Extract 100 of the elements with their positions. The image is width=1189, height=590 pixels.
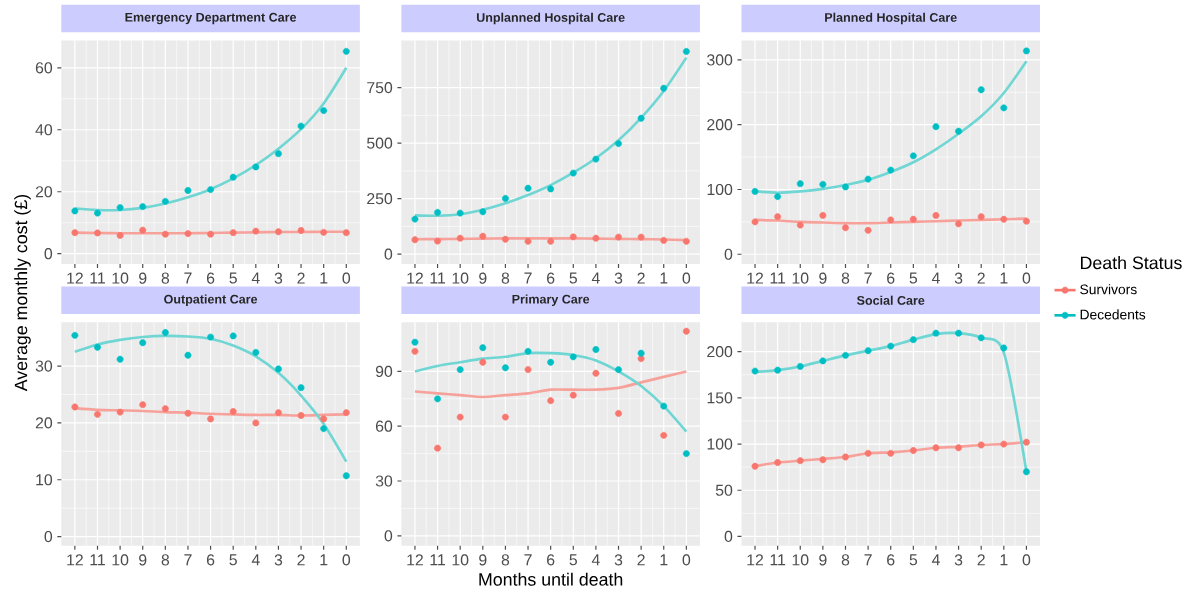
point — [342, 47, 350, 55]
point — [434, 395, 441, 403]
point — [615, 140, 622, 147]
point — [524, 237, 532, 245]
point — [161, 230, 169, 238]
point — [524, 366, 532, 373]
point — [637, 349, 645, 357]
y-tick-label: 10 — [36, 474, 53, 486]
point — [184, 187, 192, 194]
point — [207, 415, 215, 423]
point — [1022, 217, 1030, 225]
x-tick-label: 8 — [841, 272, 850, 284]
point — [977, 86, 985, 94]
x-tick-label: 11 — [770, 272, 786, 284]
point — [592, 155, 600, 163]
point — [1022, 438, 1030, 446]
point — [660, 236, 668, 244]
point — [1000, 215, 1008, 223]
x-tick-label: 4 — [251, 554, 260, 566]
y-tick-label: 100 — [707, 183, 733, 195]
x-tick-label: 11 — [430, 554, 445, 566]
point — [524, 184, 532, 192]
x-tick-label: 9 — [479, 272, 487, 284]
y-tick-label: 750 — [367, 81, 393, 94]
point — [320, 425, 328, 432]
point — [932, 329, 940, 337]
y-tick-label: 20 — [35, 417, 53, 429]
point — [1000, 104, 1008, 112]
point — [161, 329, 169, 336]
point — [637, 114, 645, 122]
point — [479, 344, 487, 352]
point — [592, 369, 600, 377]
x-tick-label: 10 — [452, 554, 469, 566]
point — [637, 233, 645, 241]
x-tick-label: 12 — [747, 272, 764, 284]
x-tick-label: 3 — [954, 554, 963, 566]
point — [909, 447, 917, 454]
point — [774, 193, 782, 200]
point — [592, 234, 600, 242]
x-tick-label: 9 — [139, 272, 147, 284]
chart-title: Primary Care — [512, 294, 590, 307]
chart-title: Outpatient Care — [164, 294, 258, 307]
y-tick-label: 300 — [707, 54, 733, 66]
point — [320, 107, 328, 114]
point — [297, 226, 305, 234]
point — [275, 228, 282, 236]
point — [887, 449, 895, 457]
point — [229, 229, 237, 237]
point — [887, 342, 895, 350]
y-tick-label: 0 — [724, 248, 733, 260]
legend-title: Death Status — [1081, 256, 1182, 270]
point — [932, 444, 940, 452]
point — [139, 339, 147, 347]
point — [751, 367, 759, 375]
point — [864, 347, 872, 355]
point — [320, 228, 328, 236]
x-tick-label: 1 — [320, 272, 328, 284]
x-tick-label: 5 — [229, 554, 237, 566]
x-tick-label: 11 — [90, 272, 105, 284]
x-tick-label: 5 — [909, 272, 918, 284]
point — [909, 152, 917, 160]
point — [955, 127, 963, 135]
x-tick-label: 0 — [682, 272, 691, 284]
point — [592, 346, 600, 353]
point — [842, 351, 849, 359]
x-tick-label: 2 — [297, 272, 305, 284]
x-tick-label: 8 — [841, 554, 850, 566]
point — [411, 338, 419, 346]
point — [501, 413, 509, 421]
x-tick-label: 4 — [591, 554, 600, 566]
point — [569, 169, 577, 177]
x-tick-label: 9 — [819, 272, 827, 284]
x-tick-label: 8 — [161, 554, 170, 566]
point — [751, 187, 759, 195]
point — [116, 408, 124, 416]
point — [501, 364, 509, 372]
x-tick-label: 9 — [479, 554, 487, 566]
point — [275, 365, 282, 373]
point — [94, 209, 101, 217]
y-tick-label: 20 — [35, 186, 53, 198]
x-tick-label: 12 — [747, 554, 764, 566]
point — [660, 402, 668, 410]
point — [434, 444, 441, 452]
x-tick-label: 0 — [342, 272, 351, 284]
x-tick-label: 10 — [792, 272, 809, 284]
chart-title: Social Care — [856, 295, 925, 305]
point — [1000, 440, 1008, 448]
x-tick-label: 8 — [501, 554, 510, 566]
y-tick-label: 0 — [44, 530, 53, 543]
point — [297, 412, 305, 419]
point — [1022, 47, 1030, 55]
point — [229, 408, 237, 415]
point — [909, 336, 917, 344]
y-tick-label: 200 — [707, 346, 733, 358]
chart-title: Unplanned Hospital Care — [476, 12, 625, 25]
x-tick-label: 5 — [569, 272, 577, 284]
y-tick-label: 0 — [44, 248, 53, 260]
x-tick-label: 6 — [887, 554, 895, 566]
point — [139, 226, 147, 234]
point — [71, 403, 79, 411]
